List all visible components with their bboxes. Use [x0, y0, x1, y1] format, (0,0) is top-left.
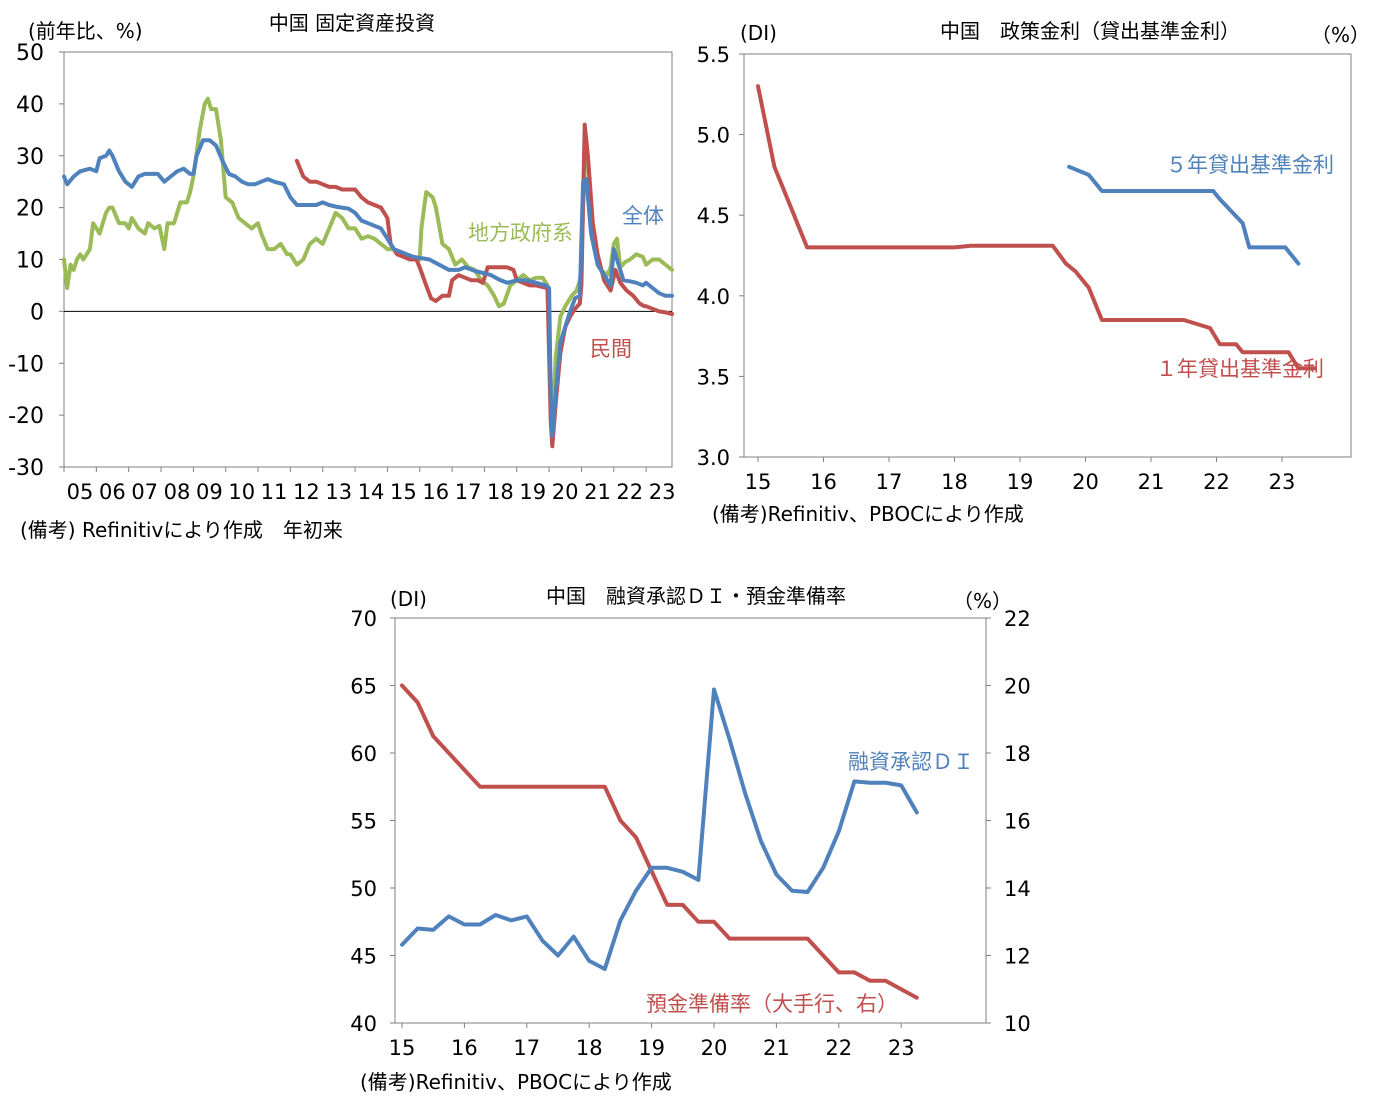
right-unit-label: （%）: [953, 589, 1012, 613]
x-tick-label: 13: [325, 480, 352, 504]
y-tick-label: 4.5: [697, 204, 730, 228]
y-tick-label: 50: [16, 41, 44, 66]
chart-1-note: (備考) Refinitivにより作成 年初来: [20, 518, 343, 542]
x-tick-label: 18: [576, 1036, 603, 1060]
y-tick-label: 70: [350, 607, 377, 631]
y-tick-label: 5.5: [697, 43, 730, 67]
x-tick-label: 19: [638, 1036, 665, 1060]
x-tick-label: 20: [701, 1036, 728, 1060]
x-tick-label: 17: [876, 470, 903, 494]
y-tick-label: 0: [30, 300, 44, 325]
right-unit-label: （%）: [1311, 23, 1370, 47]
chart-2-svg: 5.5 5.0 4.5 4.0 3.5 3.0 15 16 17 18 19 20 21 22 23 (DI)…: [697, 19, 1370, 494]
left-unit-label: (DI): [740, 21, 777, 45]
y-tick-label: 5.0: [697, 124, 730, 148]
chart-2-note: (備考)Refinitiv、PBOCにより作成: [712, 502, 1024, 526]
chart-title: 中国 政策金利（貸出基準金利）: [940, 19, 1240, 43]
x-tick-label: 14: [358, 480, 385, 504]
x-tick-label: 10: [228, 480, 255, 504]
y-tick-label: 55: [350, 810, 377, 834]
y-tick-label: 4.0: [697, 285, 730, 309]
series-label-rrr: 預金準備率（大手行、右）: [646, 992, 898, 1016]
series-line-0: [62, 138, 674, 438]
series-line-1: [756, 84, 1317, 371]
x-tick-label: 17: [455, 480, 482, 504]
chart-3-svg: 70 65 60 55 50 45 40 22 20 18 16 14 12 10 15 16 17 18 19 20…: [350, 584, 1031, 1060]
y-tick-label: 60: [350, 742, 377, 766]
plot-area: [394, 617, 987, 1024]
y2-tick-label: 18: [1004, 742, 1031, 766]
x-tick-label: 15: [390, 480, 417, 504]
y2-tick-label: 12: [1004, 945, 1031, 969]
chart-policy-rates: 5.5 5.0 4.5 4.0 3.5 3.0 15 16 17 18 19 20 21 22 23 (DI)…: [690, 0, 1376, 550]
y2-tick-label: 22: [1004, 607, 1031, 631]
x-tick-label: 22: [616, 480, 643, 504]
y-tick-label: 30: [16, 145, 44, 170]
x-tick-label: 15: [389, 1036, 416, 1060]
x-tick-label: 23: [1269, 470, 1296, 494]
x-tick-label: 11: [261, 480, 288, 504]
y-tick-label: -20: [8, 404, 44, 429]
y-tick-label: 40: [350, 1012, 377, 1036]
y-tick-label: 40: [16, 93, 44, 118]
x-tick-label: 18: [487, 480, 514, 504]
left-unit-label: (DI): [390, 587, 427, 611]
x-tick-label: 08: [164, 480, 191, 504]
x-tick-label: 21: [763, 1036, 790, 1060]
y-tick-label: 3.5: [697, 365, 730, 389]
y-tick-label: 50: [350, 877, 377, 901]
plot-area: [63, 51, 673, 468]
series-line-loan-di: [400, 687, 919, 971]
x-tick-label: 19: [519, 480, 546, 504]
y-tick-label: 3.0: [697, 446, 730, 470]
y-tick-label: -30: [8, 456, 44, 481]
x-tick-label: 21: [584, 480, 611, 504]
x-tick-label: 16: [810, 470, 837, 494]
y2-tick-label: 14: [1004, 877, 1031, 901]
y-tick-label: 10: [16, 249, 44, 274]
series-line-2: [294, 122, 674, 449]
y-tick-label: -10: [8, 352, 44, 377]
series-label-1y: １年貸出基準金利: [1156, 357, 1324, 381]
series-line-rrr: [400, 683, 919, 1000]
series-label-local-gov: 地方政府系: [468, 221, 573, 245]
series-line-0: [1067, 164, 1301, 266]
x-tick-label: 22: [1203, 470, 1230, 494]
y-tick-label: 20: [16, 197, 44, 222]
unit-label: (前年比、%): [28, 19, 143, 43]
x-tick-label: 20: [552, 480, 579, 504]
y2-tick-label: 16: [1004, 810, 1031, 834]
x-tick-label: 23: [888, 1036, 915, 1060]
x-tick-label: 23: [649, 480, 676, 504]
x-tick-label: 21: [1138, 470, 1165, 494]
chart-title: 中国 固定資産投資: [269, 11, 435, 35]
plot-area: [743, 53, 1352, 458]
y2-tick-label: 20: [1004, 675, 1031, 699]
x-tick-label: 07: [131, 480, 158, 504]
x-tick-label: 12: [293, 480, 320, 504]
chart-title: 中国 融資承認ＤＩ・預金準備率: [546, 584, 846, 608]
chart-loan-approval-rrr: 70 65 60 55 50 45 40 22 20 18 16 14 12 10 15 16 17 18 19 20…: [340, 570, 1040, 1100]
x-tick-label: 16: [422, 480, 449, 504]
x-tick-label: 05: [67, 480, 94, 504]
x-tick-label: 17: [513, 1036, 540, 1060]
chart-fixed-asset-investment: 50 40 30 20 10 0 -10 -20 -30 05 06 07 08 09 10 11 12 13 14…: [0, 0, 690, 550]
y-tick-label: 45: [350, 945, 377, 969]
x-tick-label: 20: [1072, 470, 1099, 494]
x-tick-label: 16: [451, 1036, 478, 1060]
series-label-5y: ５年貸出基準金利: [1166, 153, 1334, 177]
y-tick-label: 65: [350, 675, 377, 699]
y2-tick-label: 10: [1004, 1012, 1031, 1036]
x-tick-label: 22: [825, 1036, 852, 1060]
x-tick-label: 18: [941, 470, 968, 494]
series-label-private: 民間: [590, 337, 632, 361]
x-tick-label: 09: [196, 480, 223, 504]
series-label-loan-di: 融資承認ＤＩ: [848, 750, 974, 774]
x-tick-label: 19: [1007, 470, 1034, 494]
x-tick-label: 06: [99, 480, 126, 504]
chart-3-note: (備考)Refinitiv、PBOCにより作成: [360, 1070, 672, 1094]
series-label-total: 全体: [622, 204, 664, 228]
x-tick-label: 15: [745, 470, 772, 494]
